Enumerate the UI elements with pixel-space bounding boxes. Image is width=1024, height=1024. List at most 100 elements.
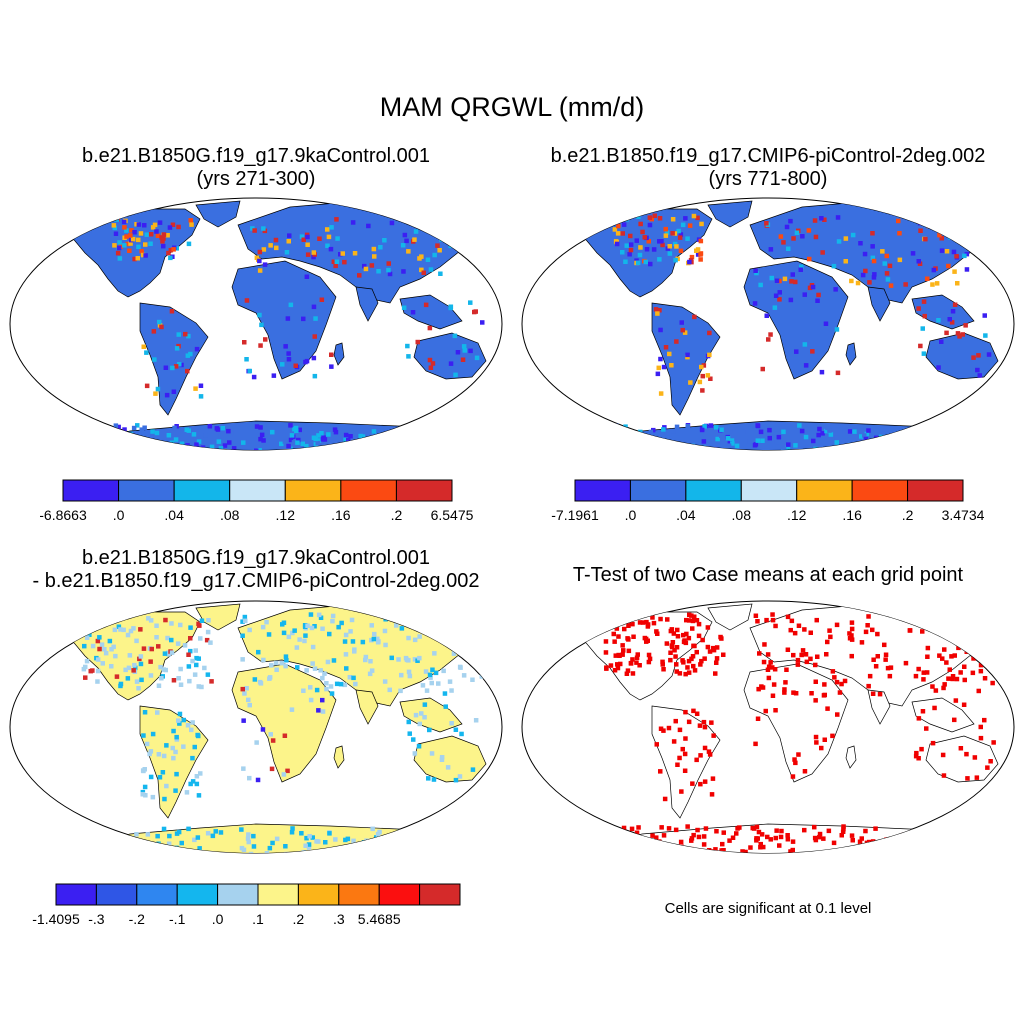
panel3-colorbar-label: .2 <box>293 911 305 927</box>
panel4-grid-cell <box>625 668 631 673</box>
panel1-grid-cell <box>306 426 311 432</box>
panel4-grid-cell <box>719 848 724 853</box>
panel2-grid-cell <box>942 224 948 229</box>
panel2-grid-cell <box>820 431 825 436</box>
panel2-grid-cell <box>622 436 627 442</box>
panel3-colorbar-box <box>217 883 259 906</box>
panel4-grid-cell <box>987 632 993 637</box>
panel1-grid-cell <box>191 432 197 437</box>
panel1-grid-cell <box>430 361 436 366</box>
panel2-australia-land <box>925 332 999 380</box>
panel4-grid-cell <box>923 825 929 830</box>
panel3-grid-cell <box>164 848 169 853</box>
panel1-grid-cell <box>415 339 420 345</box>
panel4-grid-cell <box>814 740 819 745</box>
panel2-grid-cell <box>871 258 877 264</box>
panel4-grid-cell <box>661 667 666 672</box>
panel3-grid-cell <box>305 623 310 628</box>
panel4-grid-cell <box>653 846 658 851</box>
panel2-map <box>521 197 1015 451</box>
panel1-grid-cell <box>386 450 391 455</box>
panel2-grid-cell <box>669 363 674 368</box>
panel1-title: b.e21.B1850G.f19_g17.9kaControl.001 (yrs… <box>0 145 512 191</box>
panel1-grid-cell <box>479 426 484 432</box>
panel4-grid-cell <box>770 612 775 617</box>
panel2-grid-cell <box>862 433 867 438</box>
panel2-grid-cell <box>952 302 958 307</box>
panel1-grid-cell <box>424 439 429 444</box>
panel1-grid-cell <box>157 319 162 325</box>
panel2-grid-cell <box>963 447 969 450</box>
panel3-grid-cell <box>324 686 329 692</box>
panel2-grid-cell <box>752 443 758 448</box>
panel3-grid-cell <box>372 631 377 637</box>
panel1-grid-cell <box>338 252 343 257</box>
panel2-colorbar-box <box>685 479 742 502</box>
panel1-grid-cell <box>132 230 137 235</box>
panel1-grid-cell <box>448 436 454 441</box>
panel2-grid-cell <box>963 323 968 328</box>
panel3-grid-cell <box>320 697 325 703</box>
panel2-grid-cell <box>917 443 922 448</box>
panel1-grid-cell <box>424 445 430 450</box>
panel1-grid-cell <box>242 340 247 345</box>
panel3-grid-cell <box>97 635 102 640</box>
panel4-grid-cell <box>666 826 672 831</box>
panel2-grid-cell <box>958 232 963 237</box>
panel1-grid-cell <box>194 346 200 352</box>
panel4-grid-cell <box>642 839 648 845</box>
panel4-grid-cell <box>813 698 818 703</box>
panel2-grid-cell <box>685 352 690 358</box>
panel3-grid-cell <box>351 675 356 681</box>
panel2-colorbar-label: .08 <box>732 507 752 523</box>
panel4-grid-cell <box>709 792 715 797</box>
panel1-grid-cell <box>427 357 433 363</box>
panel3-grid-cell <box>403 837 409 842</box>
panel3-grid-cell <box>148 749 154 754</box>
panel3-grid-cell <box>144 741 150 747</box>
panel4-grid-cell <box>773 623 778 629</box>
panel3-grid-cell <box>449 688 454 693</box>
panel1-grid-cell <box>328 246 334 252</box>
panel3-grid-cell <box>150 794 156 800</box>
panel2-grid-cell <box>982 313 987 318</box>
panel2-colorbar-box <box>740 479 798 502</box>
panel4-grid-cell <box>756 686 761 692</box>
panel1-grid-cell <box>360 446 365 450</box>
panel2-grid-cell <box>659 239 664 244</box>
panel1-grid-cell <box>406 354 411 359</box>
panel3-grid-cell <box>445 765 451 770</box>
panel4-grid-cell <box>637 663 642 668</box>
panel3-grid-cell <box>171 755 176 761</box>
panel1-grid-cell <box>369 263 375 268</box>
panel2-grid-cell <box>847 429 853 434</box>
panel4-grid-cell <box>685 824 690 829</box>
panel1-grid-cell <box>313 316 318 321</box>
panel4-grid-cell <box>914 847 920 853</box>
panel2-grid-cell <box>727 428 733 434</box>
panel2-grid-cell <box>835 370 841 376</box>
panel3-grid-cell <box>242 691 247 696</box>
panel2-grid-cell <box>615 231 621 236</box>
panel3-grid-cell <box>109 647 114 652</box>
panel2-grid-cell <box>976 426 982 431</box>
panel1-grid-cell <box>105 441 110 447</box>
panel1-grid-cell <box>258 343 263 348</box>
panel1-grid-cell <box>188 351 193 357</box>
panel2-grid-cell <box>971 434 977 440</box>
panel2-grid-cell <box>637 252 643 258</box>
panel2-grid-cell <box>657 308 662 313</box>
panel3-grid-cell <box>196 684 201 689</box>
panel4-grid-cell <box>603 622 608 627</box>
panel1-grid-cell <box>322 447 327 450</box>
panel2-grid-cell <box>863 268 868 274</box>
panel3-grid-cell <box>309 625 315 631</box>
panel1-grid-cell <box>440 229 446 234</box>
panel2-grid-cell <box>653 307 659 312</box>
panel1-grid-cell <box>153 444 158 449</box>
panel4-grid-cell <box>788 627 793 633</box>
panel4-grid-cell <box>720 841 725 847</box>
panel2-grid-cell <box>885 277 891 282</box>
panel2-grid-cell <box>897 231 902 236</box>
panel2-grid-cell <box>773 293 779 298</box>
